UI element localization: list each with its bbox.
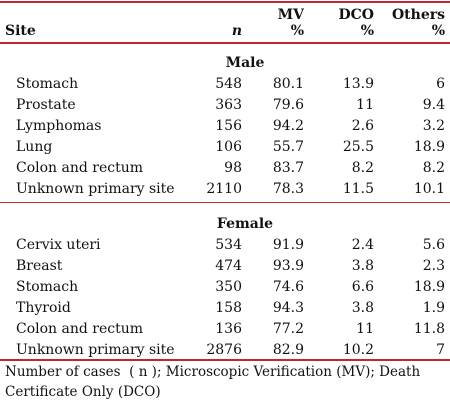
header-others-unit: % bbox=[431, 23, 445, 39]
n-cell: 156 bbox=[215, 117, 242, 134]
n-cell: 2876 bbox=[206, 341, 242, 358]
n-cell: 106 bbox=[215, 138, 242, 155]
header-row-top: MV DCO Others bbox=[0, 0, 450, 23]
table-row: Stomach 350 74.6 6.6 18.9 bbox=[0, 276, 450, 297]
others-cell: 9.4 bbox=[422, 96, 445, 113]
dco-cell: 2.4 bbox=[351, 236, 374, 253]
dco-cell: 3.8 bbox=[351, 257, 374, 274]
mv-cell: 93.9 bbox=[272, 257, 304, 274]
dco-cell: 11 bbox=[356, 96, 374, 113]
header-mv-unit: % bbox=[290, 23, 304, 39]
mv-cell: 80.1 bbox=[272, 75, 304, 92]
site-cell: Prostate bbox=[16, 96, 76, 113]
site-cell: Cervix uteri bbox=[16, 236, 101, 253]
table-bottom-rule bbox=[0, 359, 450, 361]
n-cell: 2110 bbox=[206, 180, 242, 197]
table-row: Lymphomas 156 94.2 2.6 3.2 bbox=[0, 115, 450, 136]
mv-cell: 94.2 bbox=[272, 117, 304, 134]
dco-cell: 2.6 bbox=[351, 117, 374, 134]
mv-cell: 78.3 bbox=[272, 180, 304, 197]
header-n: n bbox=[231, 23, 242, 39]
others-cell: 18.9 bbox=[413, 138, 445, 155]
mv-cell: 83.7 bbox=[272, 159, 304, 176]
header-mv-label: MV bbox=[277, 7, 304, 23]
others-cell: 6 bbox=[436, 75, 445, 92]
section-title-row: Female bbox=[0, 213, 450, 234]
header-site: Site bbox=[5, 23, 36, 39]
table-row: Cervix uteri 534 91.9 2.4 5.6 bbox=[0, 234, 450, 255]
n-cell: 136 bbox=[215, 320, 242, 337]
others-cell: 2.3 bbox=[422, 257, 445, 274]
n-cell: 158 bbox=[215, 299, 242, 316]
site-cell: Unknown primary site bbox=[16, 180, 175, 197]
n-cell: 534 bbox=[215, 236, 242, 253]
incidence-table: MV DCO Others Site n % % % Male Stomach 5… bbox=[0, 0, 450, 360]
dco-cell: 6.6 bbox=[351, 278, 374, 295]
table-row: Thyroid 158 94.3 3.8 1.9 bbox=[0, 297, 450, 318]
mv-cell: 82.9 bbox=[272, 341, 304, 358]
section-title-row: Male bbox=[0, 52, 450, 73]
site-cell: Lymphomas bbox=[16, 117, 102, 134]
mv-cell: 77.2 bbox=[272, 320, 304, 337]
n-cell: 98 bbox=[224, 159, 242, 176]
female-section: Female Cervix uteri 534 91.9 2.4 5.6 Breast 47… bbox=[0, 199, 450, 360]
site-cell: Breast bbox=[16, 257, 63, 274]
others-cell: 18.9 bbox=[413, 278, 445, 295]
site-cell: Lung bbox=[16, 138, 53, 155]
table-row: Colon and rectum 98 83.7 8.2 8.2 bbox=[0, 157, 450, 178]
others-cell: 7 bbox=[436, 341, 445, 358]
site-cell: Thyroid bbox=[16, 299, 71, 316]
site-cell: Colon and rectum bbox=[16, 320, 144, 337]
others-cell: 10.1 bbox=[413, 180, 445, 197]
n-cell: 363 bbox=[215, 96, 242, 113]
mv-cell: 91.9 bbox=[272, 236, 304, 253]
dco-cell: 3.8 bbox=[351, 299, 374, 316]
n-cell: 350 bbox=[215, 278, 242, 295]
dco-cell: 10.2 bbox=[342, 341, 374, 358]
table-row: Colon and rectum 136 77.2 11 11.8 bbox=[0, 318, 450, 339]
dco-cell: 8.2 bbox=[351, 159, 374, 176]
table-top-rule bbox=[0, 1, 450, 3]
section-title-female: Female bbox=[216, 215, 274, 232]
others-cell: 1.9 bbox=[422, 299, 445, 316]
male-section: Male Stomach 548 80.1 13.9 6 Prostate 363 79.6 1… bbox=[0, 42, 450, 199]
site-cell: Stomach bbox=[16, 278, 79, 295]
mv-cell: 79.6 bbox=[272, 96, 304, 113]
section-divider-rule bbox=[0, 202, 450, 203]
others-cell: 3.2 bbox=[422, 117, 445, 134]
site-cell: Colon and rectum bbox=[16, 159, 144, 176]
header-others-label: Others bbox=[391, 7, 445, 23]
table-row: Breast 474 93.9 3.8 2.3 bbox=[0, 255, 450, 276]
header-bottom-rule bbox=[0, 42, 450, 44]
table-row: Unknown primary site 2876 82.9 10.2 7 bbox=[0, 339, 450, 360]
dco-cell: 11 bbox=[356, 320, 374, 337]
header-site-blank bbox=[0, 0, 200, 23]
others-cell: 8.2 bbox=[422, 159, 445, 176]
others-cell: 5.6 bbox=[422, 236, 445, 253]
site-cell: Unknown primary site bbox=[16, 341, 175, 358]
mv-cell: 74.6 bbox=[272, 278, 304, 295]
dco-cell: 25.5 bbox=[342, 138, 374, 155]
mv-cell: 55.7 bbox=[272, 138, 304, 155]
table-footnote: Number of cases ( n ); Microscopic Verif… bbox=[5, 364, 421, 400]
dco-cell: 11.5 bbox=[342, 180, 374, 197]
n-cell: 474 bbox=[215, 257, 242, 274]
others-cell: 11.8 bbox=[413, 320, 445, 337]
dco-cell: 13.9 bbox=[342, 75, 374, 92]
table-row: Lung 106 55.7 25.5 18.9 bbox=[0, 136, 450, 157]
n-cell: 548 bbox=[215, 75, 242, 92]
table-row: Prostate 363 79.6 11 9.4 bbox=[0, 94, 450, 115]
header-n-blank bbox=[200, 0, 242, 23]
header-row-bottom: Site n % % % bbox=[0, 23, 450, 42]
header-dco-label: DCO bbox=[338, 7, 374, 23]
table-row: Unknown primary site 2110 78.3 11.5 10.1 bbox=[0, 178, 450, 199]
header-dco-unit: % bbox=[360, 23, 374, 39]
mv-cell: 94.3 bbox=[272, 299, 304, 316]
site-cell: Stomach bbox=[16, 75, 79, 92]
section-title-male: Male bbox=[225, 54, 265, 71]
table-row: Stomach 548 80.1 13.9 6 bbox=[0, 73, 450, 94]
